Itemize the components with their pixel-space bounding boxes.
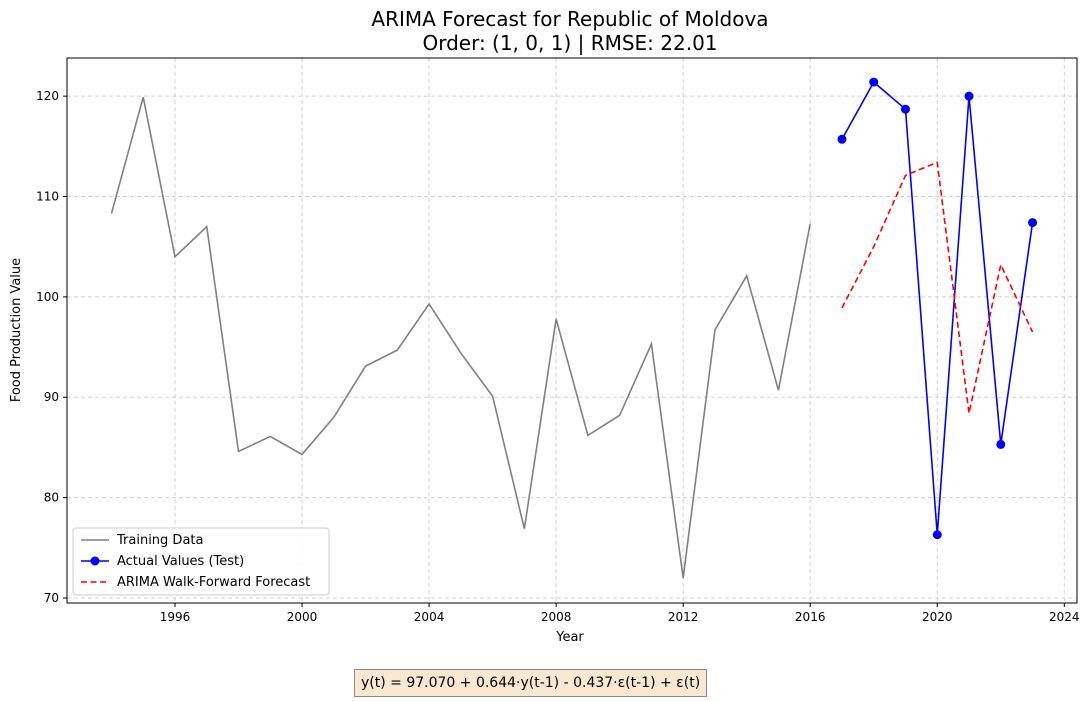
y-tick-label: 80 [44, 491, 59, 505]
axes-frame [66, 57, 1078, 604]
data-point [837, 134, 847, 144]
data-point [996, 439, 1006, 449]
x-tick-label: 2012 [668, 610, 699, 624]
y-tick-label: 90 [44, 390, 59, 404]
legend-label: Training Data [116, 533, 203, 548]
y-tick-label: 110 [36, 190, 59, 204]
legend-label: ARIMA Walk-Forward Forecast [117, 575, 310, 590]
legend-box [72, 527, 330, 596]
y-axis-label: Food Production Value [9, 258, 24, 402]
data-point [869, 77, 879, 87]
chart-title: ARIMA Forecast for Republic of Moldova [371, 7, 768, 31]
x-tick-label: 2024 [1049, 610, 1080, 624]
chart-subtitle: Order: (1, 0, 1) | RMSE: 22.01 [422, 31, 717, 55]
axis-ticks: 1996 2000 2004 2008 2012 2016 2020 2024 70 80 90 10… [36, 89, 1079, 624]
plot-area [110, 77, 1038, 579]
series-line-1 [110, 96, 811, 579]
legend-label: Actual Values (Test) [117, 554, 244, 569]
x-tick-label: 2020 [922, 610, 953, 624]
series-line-3 [841, 161, 1034, 414]
x-tick-label: 2016 [795, 610, 826, 624]
legend: Training Data Actual Values (Test) ARIMA W… [72, 527, 330, 596]
legend-marker [90, 556, 100, 566]
data-point [900, 104, 910, 114]
x-tick-label: 2004 [414, 610, 445, 624]
data-point [1028, 218, 1038, 228]
x-tick-label: 2008 [541, 610, 572, 624]
y-tick-label: 70 [44, 591, 59, 605]
y-tick-label: 120 [36, 89, 59, 103]
data-point [964, 91, 974, 101]
equation-box: y(t) = 97.070 + 0.644·y(t-1) - 0.437·ε(t… [354, 669, 708, 697]
x-axis-label: Year [555, 630, 584, 645]
grid-lines [67, 58, 1077, 603]
x-tick-label: 1996 [160, 610, 191, 624]
y-tick-label: 100 [36, 290, 59, 304]
data-point [932, 530, 942, 540]
x-tick-label: 2000 [287, 610, 318, 624]
